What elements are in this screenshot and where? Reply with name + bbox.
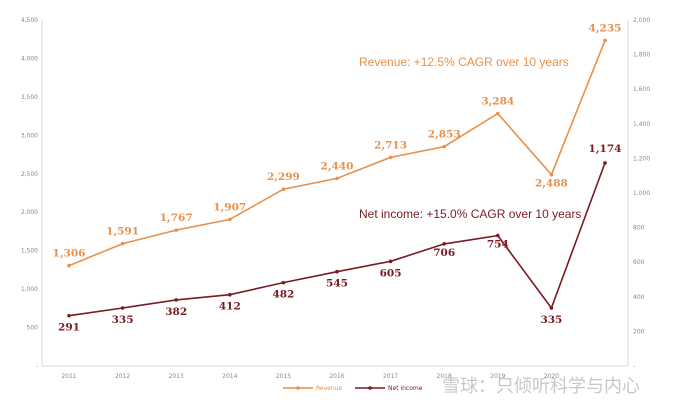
x-tick-label: 2011 bbox=[61, 373, 76, 380]
revenue-line bbox=[68, 40, 606, 267]
left-tick-label: 3,000 bbox=[21, 132, 38, 139]
revenue-data-label: 3,284 bbox=[481, 95, 514, 107]
right-tick-label: 1,200 bbox=[633, 155, 650, 162]
net-income-point bbox=[281, 280, 286, 285]
revenue-data-label: 2,488 bbox=[535, 178, 568, 190]
net-income-data-label: 291 bbox=[58, 322, 80, 334]
revenue-data-label: 1,306 bbox=[53, 248, 86, 260]
right-tick-label: 1,000 bbox=[633, 190, 650, 197]
x-tick-label: 2014 bbox=[222, 373, 237, 380]
watermark: 雪球：只倾听科学与内心 bbox=[442, 376, 640, 397]
net-income-line bbox=[68, 162, 606, 317]
left-tick-label: 4,500 bbox=[21, 17, 38, 24]
revenue-point bbox=[603, 38, 607, 43]
left-tick-label: 2,500 bbox=[21, 171, 38, 178]
net-income-point bbox=[67, 313, 71, 318]
net-income-point bbox=[335, 269, 339, 274]
right-tick-label: 1,600 bbox=[633, 86, 650, 93]
left-tick-label: 1,500 bbox=[21, 248, 38, 255]
revenue-point bbox=[388, 155, 393, 160]
net-income-point bbox=[603, 161, 607, 165]
revenue-data-label: 1,767 bbox=[160, 212, 193, 224]
net-income-point bbox=[228, 292, 232, 297]
net-income-point bbox=[388, 259, 393, 264]
legend-revenue-marker bbox=[296, 386, 300, 390]
net-income-data-label: 1,174 bbox=[589, 143, 622, 155]
net-income-point bbox=[442, 242, 447, 246]
left-tick-labels: - 500 1,000 1,500 2,000 2,500 3,000 3,500 4,000 4… bbox=[21, 17, 38, 370]
revenue-data-label: 1,591 bbox=[106, 226, 139, 238]
net-income-point bbox=[120, 306, 125, 310]
revenue-point bbox=[281, 187, 286, 192]
net-income-data-label: 382 bbox=[165, 306, 187, 318]
net-income-data-label: 605 bbox=[380, 267, 402, 279]
revenue-point bbox=[228, 217, 232, 222]
right-tick-label: 600 bbox=[633, 259, 645, 266]
revenue-point bbox=[67, 263, 71, 268]
left-tick-label: 1,000 bbox=[21, 286, 38, 293]
right-tick-label: 400 bbox=[633, 294, 645, 301]
net-income-data-label: 545 bbox=[326, 278, 348, 290]
x-tick-label: 2020 bbox=[544, 373, 559, 380]
x-tick-label: 2018 bbox=[437, 373, 452, 380]
right-tick-label: - bbox=[633, 363, 635, 370]
net-income-data-label: 482 bbox=[272, 289, 294, 301]
legend-revenue-label: Revenue bbox=[316, 385, 342, 392]
revenue-point bbox=[174, 228, 178, 232]
net-income-point bbox=[549, 306, 554, 310]
x-tick-label: 2013 bbox=[169, 373, 184, 380]
legend-net-income-label: Net income bbox=[388, 385, 423, 392]
revenue-data-label: 2,853 bbox=[428, 129, 461, 141]
net-income-data-label: 335 bbox=[112, 314, 134, 326]
revenue-annotation: Revenue: +12.5% CAGR over 10 years bbox=[359, 55, 569, 69]
x-tick-label: 2017 bbox=[383, 373, 398, 380]
x-tick-label: 2016 bbox=[329, 373, 344, 380]
revenue-data-label: 4,235 bbox=[589, 22, 622, 34]
revenue-point bbox=[120, 241, 125, 246]
right-tick-label: 1,400 bbox=[633, 121, 650, 128]
revenue-point bbox=[496, 111, 500, 116]
net-income-data-label: 412 bbox=[219, 301, 241, 313]
left-tick-label: - bbox=[36, 363, 38, 370]
net-income-point bbox=[174, 298, 178, 302]
revenue-data-label: 2,299 bbox=[267, 171, 300, 183]
right-tick-label: 800 bbox=[633, 225, 645, 232]
revenue-point bbox=[335, 176, 339, 181]
net-income-data-label: 754 bbox=[487, 239, 509, 251]
right-tick-label: 2,000 bbox=[633, 17, 650, 24]
left-tick-label: 500 bbox=[27, 325, 39, 332]
revenue-data-label: 2,713 bbox=[374, 139, 407, 151]
revenue-data-label: 1,907 bbox=[213, 201, 246, 213]
net-income-annotation: Net income: +15.0% CAGR over 10 years bbox=[359, 207, 581, 221]
data-labels: 1,306 1,591 1,767 1,907 2,299 2,440 2,713 2,853… bbox=[53, 22, 622, 333]
net-income-data-label: 706 bbox=[433, 247, 455, 259]
left-tick-label: 4,000 bbox=[21, 55, 38, 62]
x-tick-label: 2019 bbox=[490, 373, 505, 380]
right-tick-label: 200 bbox=[633, 328, 645, 335]
revenue-point bbox=[442, 144, 447, 149]
legend-net-income-marker bbox=[368, 386, 372, 390]
left-tick-label: 3,500 bbox=[21, 94, 38, 101]
net-income-data-label: 335 bbox=[540, 314, 562, 326]
right-tick-label: 1,800 bbox=[633, 52, 650, 59]
x-tick-labels: 2011 2012 2013 2014 2015 2016 2017 2018 2019 2020 bbox=[61, 373, 559, 380]
revenue-data-label: 2,440 bbox=[321, 160, 354, 172]
legend: Revenue Net income bbox=[283, 385, 423, 392]
revenue-point bbox=[549, 172, 554, 177]
x-tick-label: 2015 bbox=[276, 373, 291, 380]
series-layer bbox=[67, 38, 607, 318]
x-tick-label: 2012 bbox=[115, 373, 130, 380]
left-tick-label: 2,000 bbox=[21, 209, 38, 216]
right-tick-labels: - 200 400 600 800 1,000 1,200 1,400 1,600 1,800 2,… bbox=[633, 17, 650, 370]
net-income-point bbox=[496, 233, 500, 238]
